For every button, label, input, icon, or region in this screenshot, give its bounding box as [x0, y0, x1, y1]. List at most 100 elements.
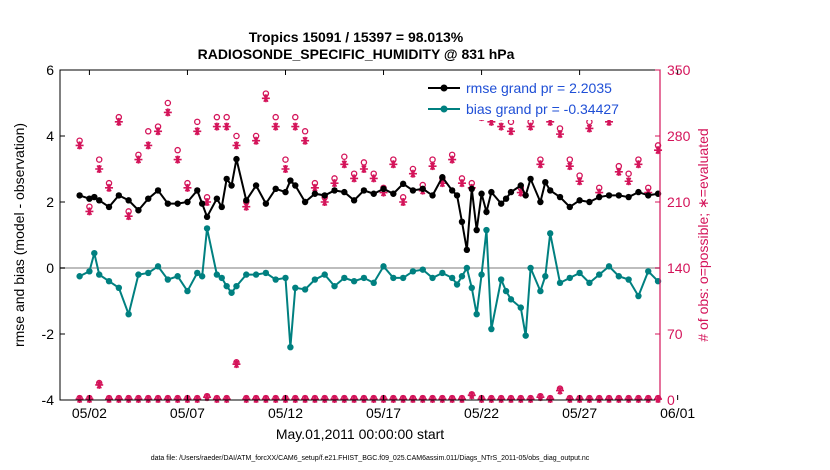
obs-evaluated-point — [585, 395, 594, 404]
obs-evaluated-point — [261, 395, 270, 404]
obs-possible-point — [566, 156, 574, 163]
obs-evaluated-point — [516, 395, 525, 404]
obs-evaluated-point — [203, 198, 212, 206]
y-axis-left-label: rmse and bias (model - observation) — [11, 123, 27, 347]
bias-point — [272, 276, 279, 283]
rmse-point — [243, 197, 250, 204]
rmse-point — [566, 203, 574, 211]
obs-evaluated-point — [418, 395, 427, 404]
axes: 05/02 05/07 05/12 05/17 05/22 05/27 06/01 -4 -2 0… — [42, 62, 696, 421]
rmse-point — [488, 188, 495, 196]
obs-evaluated-point — [487, 117, 496, 126]
bias-point — [341, 274, 348, 282]
obs-evaluated-point — [595, 188, 604, 197]
rmse-point — [213, 195, 221, 202]
legend-box — [420, 76, 656, 120]
obs-evaluated-point — [644, 395, 653, 404]
obs-evaluated-point — [614, 395, 623, 404]
obs-evaluated-point — [556, 386, 564, 395]
obs-evaluated-point — [154, 127, 163, 136]
obs-evaluated-point — [506, 127, 515, 136]
bias-point — [615, 273, 623, 280]
x-tick-label: 05/07 — [170, 405, 205, 421]
bias-point — [502, 287, 510, 295]
bias-point — [576, 269, 583, 277]
obs-evaluated-point — [438, 395, 447, 404]
bias-point — [458, 273, 466, 280]
x-tick-label: 05/17 — [366, 405, 401, 421]
rmse-point — [282, 188, 289, 196]
rmse-point — [542, 179, 549, 186]
obs-evaluated-point — [497, 122, 506, 131]
obs-evaluated-point — [408, 169, 417, 178]
bias-point — [194, 269, 201, 277]
bias-point — [223, 282, 230, 290]
rmse-point — [287, 177, 294, 184]
obs-evaluated-point — [310, 395, 319, 404]
obs-evaluated-point — [105, 395, 114, 404]
y-right-tick-label: 280 — [667, 128, 691, 144]
obs-evaluated-point — [624, 395, 633, 404]
y-left-tick-label: 4 — [46, 128, 54, 144]
rmse-point — [233, 155, 240, 163]
rmse-point — [537, 198, 544, 206]
data-file-footnote: data file: /Users/raeder/DAI/ATM_forcXX/… — [151, 455, 590, 462]
obs-possible-point — [272, 113, 279, 121]
obs-evaluated-point — [448, 155, 457, 164]
rmse-point — [341, 188, 348, 196]
bias-point — [331, 282, 338, 290]
obs-evaluated-point — [291, 395, 300, 404]
obs-possible-point — [429, 156, 436, 163]
y-right-tick-label: 350 — [667, 62, 691, 78]
obs-possible-point — [194, 118, 201, 126]
obs-evaluated-point — [497, 395, 506, 404]
obs-evaluated-point — [438, 179, 447, 188]
rmse-point — [399, 180, 407, 188]
obs-evaluated-point — [565, 162, 574, 171]
obs-possible-point — [233, 132, 240, 140]
legend: rmse grand pr = 2.2035 bias grand pr = -… — [420, 76, 656, 120]
bias-point — [409, 268, 417, 275]
obs-evaluated-point — [595, 395, 604, 404]
obs-evaluated-point — [408, 395, 417, 404]
bias-point — [203, 225, 211, 232]
obs-evaluated-point — [340, 160, 349, 169]
obs-evaluated-point — [301, 395, 310, 404]
obs-evaluated-point — [536, 393, 545, 402]
obs-possible-point — [282, 156, 289, 163]
obs-evaluated-point — [654, 395, 663, 404]
bias-point — [522, 332, 529, 339]
obs-possible-point — [213, 113, 221, 121]
obs-evaluated-point — [536, 160, 545, 169]
x-tick-label: 05/02 — [72, 405, 107, 421]
rmse-point — [164, 200, 172, 207]
bias-point — [546, 230, 554, 237]
rmse-point — [370, 190, 377, 197]
obs-evaluated-point — [301, 136, 310, 145]
rmse-point — [483, 208, 490, 216]
rmse-point — [576, 197, 583, 204]
obs-possible-point — [223, 113, 230, 121]
obs-evaluated-point — [575, 177, 584, 186]
obs-evaluated-point — [369, 395, 378, 404]
obs-possible-point — [360, 159, 368, 166]
rmse-point — [605, 192, 613, 199]
bias-point — [586, 279, 593, 287]
rmse-point — [174, 200, 181, 207]
bias-point — [527, 264, 534, 272]
obs-evaluated-point — [105, 183, 114, 192]
rmse-point — [86, 195, 93, 202]
bias-point — [556, 279, 564, 287]
y-right-tick-label: 210 — [667, 194, 691, 210]
obs-possible-point — [507, 118, 515, 126]
obs-evaluated-point — [605, 395, 614, 404]
obs-evaluated-point — [516, 188, 525, 197]
obs-evaluated-point — [173, 395, 182, 404]
rmse-point — [331, 187, 338, 194]
obs-evaluated-point — [526, 122, 535, 131]
bias-point — [468, 284, 475, 291]
rmse-point — [105, 203, 113, 211]
rmse-point — [135, 207, 142, 214]
obs-evaluated-point — [75, 141, 84, 150]
obs-evaluated-point — [212, 395, 221, 404]
